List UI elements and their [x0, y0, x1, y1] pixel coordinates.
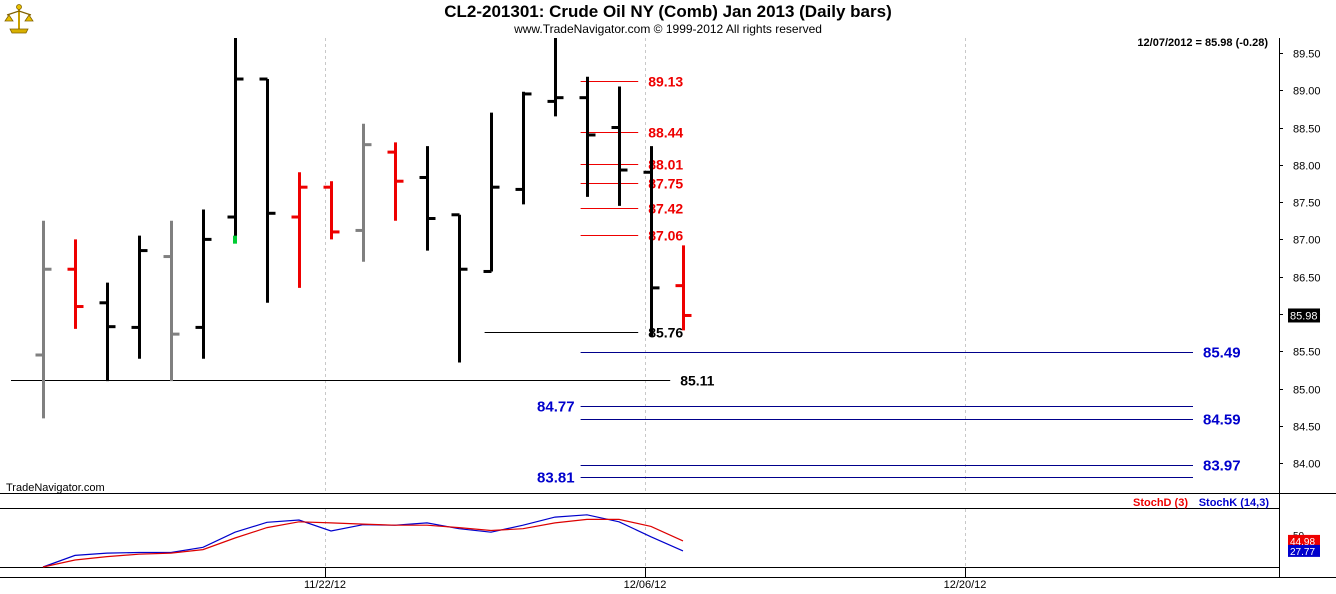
stochd-value-box	[1288, 534, 1320, 547]
stochd-value: 44.98	[1290, 537, 1315, 548]
ohlc-bar	[675, 245, 692, 331]
price-tick-label: 85.50	[1293, 347, 1321, 359]
price-bars	[35, 38, 692, 419]
last-quote: 12/07/2012 = 85.98 (-0.28)	[1137, 37, 1268, 49]
signal-mark	[233, 235, 237, 244]
copyright-line: www.TradeNavigator.com © 1999-2012 All r…	[514, 22, 822, 36]
price-tick-label: 89.50	[1293, 49, 1321, 61]
price-tick-label: 84.50	[1293, 422, 1321, 434]
price-tick-label: 87.00	[1293, 235, 1321, 247]
level-label-84.59: 84.59	[1203, 412, 1241, 429]
last-price-label: 85.98	[1290, 310, 1318, 322]
ohlc-bar	[419, 146, 436, 251]
ohlc-bar	[387, 142, 404, 221]
grid-lines	[325, 38, 966, 567]
stochd-line	[42, 518, 684, 568]
price-levels: 89.13 88.44 88.01 87.75 87.42 87.06 85.76 85.49…	[11, 74, 1241, 487]
level-label-85.76: 85.76	[648, 325, 683, 341]
ohlc-bar	[35, 220, 52, 419]
stochk-line	[42, 514, 684, 568]
level-label-88.44: 88.44	[648, 125, 683, 141]
level-label-84.77: 84.77	[537, 399, 575, 416]
stochk-value: 27.77	[1290, 547, 1315, 558]
ohlc-bar	[259, 77, 276, 303]
ohlc-bar	[67, 239, 84, 329]
ohlc-bar	[323, 181, 340, 240]
date-axis: 11/22/12 12/06/12 12/20/12	[304, 567, 986, 591]
level-label-88.01: 88.01	[648, 157, 683, 173]
ohlc-bar	[291, 172, 308, 288]
ohlc-bar	[163, 220, 180, 382]
ohlc-bar	[483, 112, 500, 273]
ohlc-bar	[579, 76, 596, 197]
date-tick-label: 12/06/12	[624, 579, 667, 591]
chart-title: CL2-201301: Crude Oil NY (Comb) Jan 2013…	[444, 2, 892, 21]
ohlc-bar	[547, 38, 564, 117]
price-tick-label: 87.50	[1293, 198, 1321, 210]
level-label-85.11: 85.11	[680, 373, 714, 389]
ohlc-bar	[355, 123, 372, 262]
trade-navigator-logo-icon	[4, 4, 34, 34]
price-tick-label: 84.00	[1293, 459, 1321, 471]
date-tick-label: 11/22/12	[304, 579, 346, 591]
ohlc-bar	[643, 146, 660, 337]
level-label-87.75: 87.75	[648, 176, 683, 192]
stochd-legend: StochD (3)	[1133, 497, 1188, 509]
ohlc-bar	[451, 213, 468, 363]
stochk-legend: StochK (14,3)	[1199, 497, 1270, 509]
ohlc-bar	[131, 235, 148, 359]
level-label-87.42: 87.42	[648, 201, 683, 217]
price-tick-label: 88.00	[1293, 161, 1321, 173]
level-label-89.13: 89.13	[648, 74, 683, 90]
ohlc-bar	[515, 91, 532, 205]
level-label-83.97: 83.97	[1203, 458, 1241, 475]
chart-frame	[0, 38, 1336, 578]
date-tick-label: 12/20/12	[944, 579, 987, 591]
ohlc-bar	[99, 282, 116, 382]
ohlc-bar	[227, 38, 244, 240]
watermark: TradeNavigator.com	[6, 482, 105, 494]
level-label-85.49: 85.49	[1203, 345, 1241, 362]
price-tick-label: 85.00	[1293, 385, 1321, 397]
price-tick-label: 89.00	[1293, 86, 1321, 98]
price-axis: 89.5089.0088.5088.0087.5087.0086.5086.00…	[1279, 49, 1321, 471]
price-tick-label: 86.50	[1293, 273, 1321, 285]
last-price-box	[1288, 308, 1320, 323]
ohlc-bar	[611, 86, 628, 206]
level-label-83.81: 83.81	[537, 470, 575, 487]
ohlc-bar	[195, 209, 212, 359]
price-tick-label: 88.50	[1293, 124, 1321, 136]
level-label-87.06: 87.06	[648, 228, 683, 244]
chart-header: CL2-201301: Crude Oil NY (Comb) Jan 2013…	[0, 0, 1336, 38]
stochk-value-box	[1288, 544, 1320, 557]
